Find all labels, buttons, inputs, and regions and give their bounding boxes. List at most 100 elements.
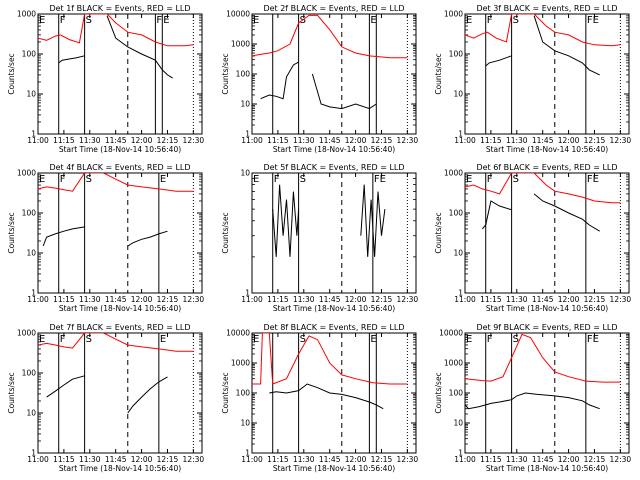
plot-frame — [251, 172, 417, 294]
y-tick-label: 1 — [245, 289, 250, 298]
x-tick-label: 12:00 — [558, 295, 580, 304]
x-tick-label: 11:45 — [105, 136, 127, 145]
y-tick-label: 10 — [240, 100, 250, 109]
panel-6: Det 6f BLACK = Events, RED = LLD 1 10 100 10… — [434, 163, 631, 313]
y-tick-label: 100 — [449, 50, 464, 59]
x-tick-label: 12:30 — [183, 295, 205, 304]
x-tick-label: 12:15 — [157, 295, 179, 304]
x-axis-label: Start Time (18-Nov-14 10:56:40) — [59, 145, 181, 154]
y-axis-label: Counts/sec — [7, 53, 16, 94]
event-marker-label: E — [253, 15, 259, 26]
y-axis-label: Counts/sec — [434, 372, 443, 413]
y-tick-label: 100 — [449, 389, 464, 398]
lld-series-line — [465, 333, 621, 383]
y-tick-label: 1000 — [17, 169, 36, 178]
y-axis-label: Counts/sec — [7, 372, 16, 413]
panel-5: Det 5f BLACK = Events, RED = LLD 1 10 11:00… — [221, 163, 418, 313]
panel-3: Det 3f BLACK = Events, RED = LLD 1 10 100 10… — [434, 4, 631, 154]
lld-series-line — [465, 14, 621, 47]
x-tick-label: 11:30 — [79, 136, 101, 145]
y-tick-label: 10 — [26, 90, 36, 99]
x-tick-label: 12:15 — [157, 136, 179, 145]
y-tick-label: 100 — [22, 369, 37, 378]
chart-title: Det 1f BLACK = Events, RED = LLD — [49, 4, 190, 13]
event-marker-label: FE — [587, 15, 599, 26]
x-tick-label: 11:30 — [79, 455, 101, 464]
event-marker-label: E — [253, 174, 259, 185]
y-tick-label: 1 — [31, 130, 36, 139]
x-tick-label: 11:00 — [241, 295, 263, 304]
x-tick-label: 11:15 — [480, 455, 502, 464]
chart-title: Det 5f BLACK = Events, RED = LLD — [263, 163, 404, 172]
y-tick-label: 10 — [453, 90, 463, 99]
y-tick-label: 10 — [26, 409, 36, 418]
x-tick-label: 12:30 — [610, 455, 632, 464]
event-marker-label: F — [274, 174, 280, 185]
x-tick-label: 11:00 — [27, 455, 49, 464]
y-tick-label: 10 — [26, 249, 36, 258]
x-tick-label: 11:15 — [53, 136, 75, 145]
y-tick-label: 1000 — [444, 359, 463, 368]
chart-title: Det 3f BLACK = Events, RED = LLD — [476, 4, 617, 13]
chart-title: Det 2f BLACK = Events, RED = LLD — [263, 4, 404, 13]
event-marker-label: E — [39, 15, 45, 26]
y-tick-label: 10 — [240, 419, 250, 428]
x-tick-label: 12:15 — [371, 136, 393, 145]
x-tick-label: 11:45 — [532, 295, 554, 304]
x-tick-label: 11:45 — [319, 136, 341, 145]
y-tick-label: 100 — [236, 389, 251, 398]
lld-series-line — [465, 173, 621, 204]
x-tick-label: 12:00 — [345, 455, 367, 464]
event-marker-label: S — [86, 174, 92, 185]
x-tick-label: 11:00 — [241, 136, 263, 145]
x-tick-label: 12:00 — [131, 455, 153, 464]
x-tick-label: 11:15 — [267, 455, 289, 464]
event-marker-label: F — [60, 174, 66, 185]
y-tick-label: 1 — [31, 289, 36, 298]
x-axis-label: Start Time (18-Nov-14 10:56:40) — [59, 304, 181, 313]
y-axis-label: Counts/sec — [221, 372, 230, 413]
plot-frame — [251, 13, 417, 135]
y-tick-label: 1000 — [17, 10, 36, 19]
y-tick-label: 10 — [240, 169, 250, 178]
x-tick-label: 11:00 — [454, 295, 476, 304]
x-tick-label: 11:45 — [319, 455, 341, 464]
x-axis-label: Start Time (18-Nov-14 10:56:40) — [486, 145, 608, 154]
event-marker-label: E — [370, 334, 376, 345]
chart-title: Det 4f BLACK = Events, RED = LLD — [49, 163, 190, 172]
x-tick-label: 12:00 — [558, 136, 580, 145]
event-marker-label: F — [487, 174, 493, 185]
y-tick-label: 1000 — [444, 169, 463, 178]
y-tick-label: 1000 — [231, 359, 250, 368]
x-axis-label: Start Time (18-Nov-14 10:56:40) — [59, 464, 181, 473]
panel-1: Det 1f BLACK = Events, RED = LLD 1 10 100 10… — [7, 4, 204, 154]
x-tick-label: 12:30 — [610, 295, 632, 304]
x-tick-label: 11:15 — [267, 136, 289, 145]
x-tick-label: 11:30 — [79, 295, 101, 304]
x-tick-label: 11:15 — [480, 136, 502, 145]
event-marker-label: S — [513, 174, 519, 185]
x-axis-label: Start Time (18-Nov-14 10:56:40) — [486, 304, 608, 313]
events-series-line — [272, 184, 386, 257]
events-series-line — [485, 15, 600, 76]
x-axis-label: Start Time (18-Nov-14 10:56:40) — [273, 304, 395, 313]
x-tick-label: 12:15 — [371, 295, 393, 304]
x-tick-label: 11:15 — [53, 295, 75, 304]
events-series-line — [42, 226, 168, 247]
events-series-line — [465, 392, 600, 410]
event-marker-label: F — [60, 15, 66, 26]
x-tick-label: 11:00 — [27, 295, 49, 304]
x-axis-label: Start Time (18-Nov-14 10:56:40) — [273, 145, 395, 154]
y-tick-label: 1 — [458, 449, 463, 458]
event-marker-label: FE — [374, 174, 386, 185]
x-tick-label: 12:00 — [345, 136, 367, 145]
event-marker-label: E — [253, 334, 259, 345]
x-tick-label: 11:30 — [506, 136, 528, 145]
x-tick-label: 11:00 — [454, 455, 476, 464]
events-series-line — [58, 15, 173, 79]
y-axis-label: Counts/sec — [434, 53, 443, 94]
x-tick-label: 12:30 — [397, 136, 419, 145]
x-tick-label: 12:30 — [183, 136, 205, 145]
chart-title: Det 7f BLACK = Events, RED = LLD — [49, 323, 190, 332]
x-tick-label: 12:15 — [584, 136, 606, 145]
